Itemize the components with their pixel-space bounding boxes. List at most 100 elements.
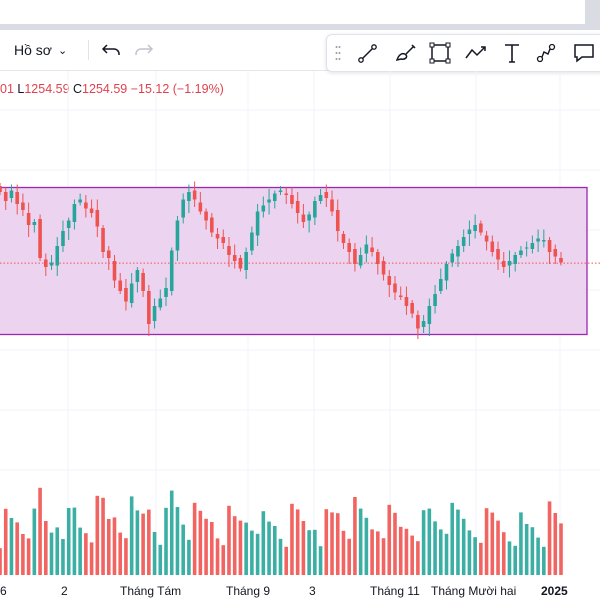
volume-bar-39	[221, 545, 226, 575]
volume-bar-89	[507, 541, 512, 575]
drag-handle[interactable]	[335, 45, 341, 61]
candle-body-20	[112, 261, 117, 281]
candle-body-85	[484, 235, 489, 242]
brush-icon[interactable]	[393, 40, 419, 66]
candle-body-26	[147, 291, 151, 324]
volume-bar-79	[450, 502, 455, 575]
volume-bar-56	[318, 546, 323, 575]
volume-bar-85	[484, 508, 489, 575]
candle-body-30	[169, 250, 174, 291]
volume-bar-15	[84, 533, 88, 575]
candle-body-13	[72, 204, 77, 222]
candle-body-87	[496, 249, 500, 260]
volume-bar-6	[32, 508, 37, 575]
volume-bar-30	[169, 490, 174, 575]
redo-icon[interactable]	[134, 38, 158, 62]
rectangle-icon[interactable]	[427, 40, 453, 66]
candle-body-6	[32, 222, 37, 225]
candle-body-35	[198, 202, 203, 212]
volume-bar-83	[473, 537, 477, 575]
candle-body-70	[398, 295, 403, 297]
volume-bar-3	[15, 522, 19, 575]
volume-bar-49	[278, 538, 283, 575]
candle-body-77	[438, 279, 443, 291]
volume-bar-16	[89, 542, 94, 575]
drawing-tools-panel	[326, 34, 600, 72]
candle-body-22	[124, 288, 128, 302]
chevron-down-icon: ⌄	[57, 44, 68, 57]
candle-body-61	[347, 243, 351, 252]
x-label-1: 6	[0, 584, 7, 598]
volume-bar-47	[267, 521, 271, 575]
candle-body-73	[416, 315, 420, 329]
candle-body-17	[95, 210, 100, 227]
volume-bar-98	[559, 523, 563, 575]
volume-bar-4	[21, 534, 25, 575]
candle-body-80	[456, 246, 460, 257]
path-icon[interactable]	[463, 40, 489, 66]
candle-body-40	[227, 246, 231, 255]
volume-bar-95	[542, 546, 546, 575]
candle-body-45	[255, 211, 260, 236]
candle-body-90	[513, 255, 518, 264]
volume-bar-76	[433, 521, 437, 575]
undo-icon[interactable]	[98, 38, 122, 62]
candle-body-9	[49, 262, 54, 266]
profile-dropdown[interactable]: Hồ sơ ⌄	[14, 39, 67, 61]
candle-body-53	[301, 214, 306, 222]
candle-body-78	[444, 264, 449, 281]
volume-bar-96	[547, 501, 552, 575]
candle-body-95	[542, 240, 546, 242]
candle-body-19	[106, 250, 111, 258]
candle-body-67	[381, 261, 386, 275]
candle-body-15	[84, 202, 88, 209]
candle-body-94	[536, 238, 540, 242]
candle-body-92	[524, 247, 529, 249]
candle-body-88	[501, 261, 506, 267]
x-label-6: Tháng 11	[370, 584, 420, 598]
candle-body-29	[164, 288, 168, 297]
legend-low-label: L	[17, 82, 25, 96]
candle-body-68	[387, 276, 392, 285]
candle-body-4	[21, 202, 25, 210]
volume-bar-51	[290, 503, 294, 575]
volume-bar-73	[416, 541, 420, 575]
candle-body-7	[38, 219, 42, 258]
volume-bar-77	[438, 529, 443, 575]
volume-bar-36	[204, 518, 208, 575]
x-label-3: Tháng Tám	[120, 584, 181, 598]
volume-bar-9	[49, 532, 54, 575]
comment-icon[interactable]	[571, 40, 597, 66]
volume-bar-78	[444, 533, 449, 575]
candle-body-63	[358, 255, 363, 266]
candle-body-75	[427, 306, 432, 324]
volume-bar-67	[381, 538, 386, 575]
volume-bar-87	[496, 520, 500, 575]
volume-bar-61	[347, 538, 351, 575]
candle-body-10	[55, 246, 60, 266]
candlestick-chart[interactable]: 6 2 Tháng Tám Tháng 9 3 Tháng 11 Tháng M…	[0, 71, 600, 600]
volume-bar-29	[164, 507, 168, 575]
candle-body-21	[118, 280, 123, 291]
volume-series	[0, 487, 563, 575]
volume-bar-26	[147, 509, 151, 575]
candle-body-43	[244, 252, 248, 270]
volume-bar-2	[9, 518, 14, 575]
legend-close-label: C	[73, 82, 83, 96]
volume-bar-68	[387, 504, 392, 575]
candle-body-74	[421, 321, 426, 327]
volume-bar-57	[324, 509, 329, 575]
candle-body-14	[78, 199, 82, 203]
volume-bar-82	[467, 530, 472, 575]
candle-body-54	[307, 214, 311, 221]
volume-bar-31	[175, 507, 180, 575]
volume-bar-11	[61, 539, 65, 575]
volume-bar-14	[78, 527, 82, 575]
measure-icon[interactable]	[533, 40, 559, 66]
candle-body-97	[553, 249, 558, 257]
rectangle-drawing[interactable]	[0, 186, 588, 336]
x-label-7: Tháng Mười hai	[431, 584, 516, 598]
text-icon[interactable]	[499, 40, 525, 66]
trend-line-icon[interactable]	[355, 40, 381, 66]
legend-low-value: 1254.59	[24, 82, 70, 96]
